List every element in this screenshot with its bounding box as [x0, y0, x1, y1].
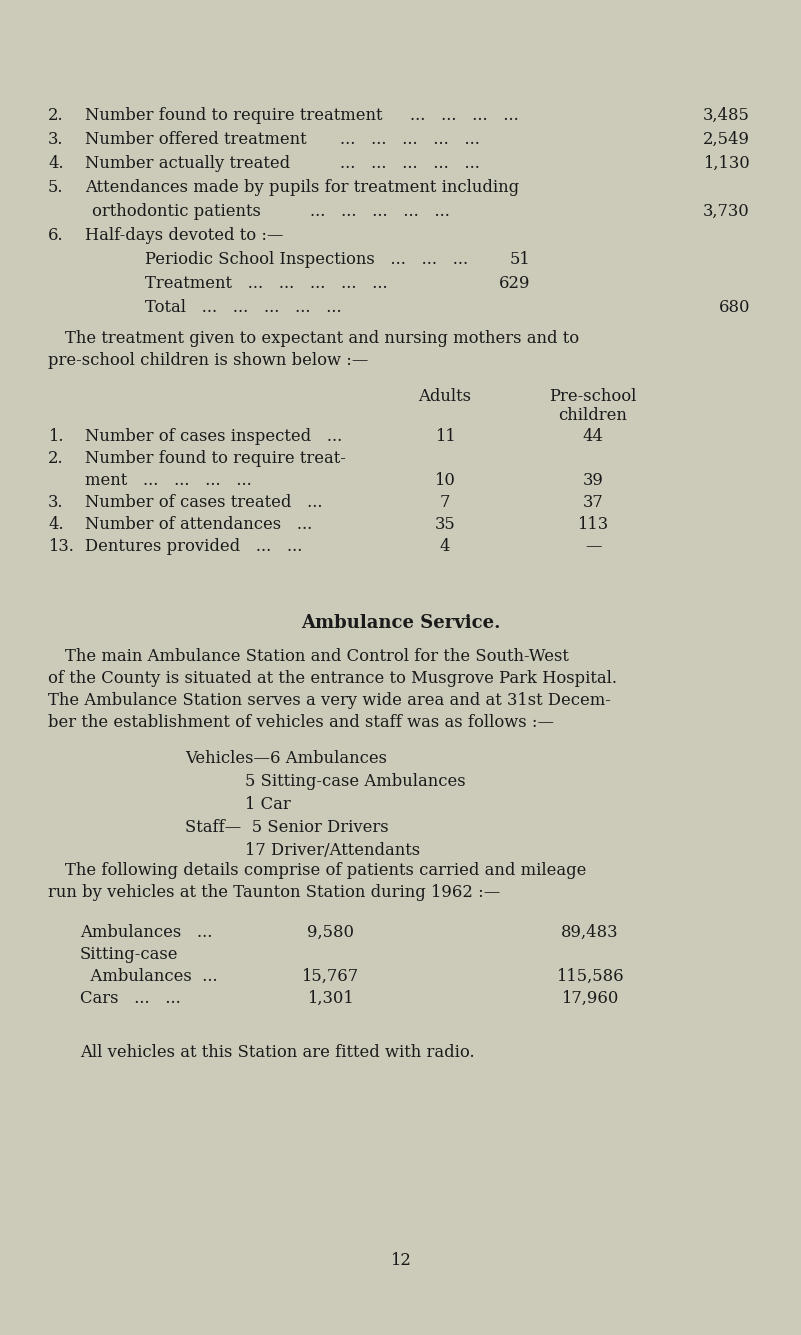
Text: 4.: 4. — [48, 517, 63, 533]
Text: run by vehicles at the Taunton Station during 1962 :—: run by vehicles at the Taunton Station d… — [48, 884, 501, 901]
Text: 11: 11 — [435, 429, 456, 445]
Text: children: children — [558, 407, 627, 425]
Text: Dentures provided   ...   ...: Dentures provided ... ... — [85, 538, 302, 555]
Text: 51: 51 — [509, 251, 530, 268]
Text: 39: 39 — [582, 473, 603, 489]
Text: 3,730: 3,730 — [703, 203, 750, 220]
Text: 680: 680 — [718, 299, 750, 316]
Text: 2.: 2. — [48, 450, 63, 467]
Text: Sitting-case: Sitting-case — [80, 947, 179, 963]
Text: 1 Car: 1 Car — [245, 796, 291, 813]
Text: The main Ambulance Station and Control for the South-West: The main Ambulance Station and Control f… — [65, 647, 569, 665]
Text: Number found to require treat-: Number found to require treat- — [85, 450, 346, 467]
Text: 4.: 4. — [48, 155, 63, 172]
Text: Treatment   ...   ...   ...   ...   ...: Treatment ... ... ... ... ... — [145, 275, 388, 292]
Text: Number of attendances   ...: Number of attendances ... — [85, 517, 312, 533]
Text: Number found to require treatment: Number found to require treatment — [85, 107, 383, 124]
Text: The Ambulance Station serves a very wide area and at 31st Decem-: The Ambulance Station serves a very wide… — [48, 692, 611, 709]
Text: Ambulances  ...: Ambulances ... — [80, 968, 218, 985]
Text: Attendances made by pupils for treatment including: Attendances made by pupils for treatment… — [85, 179, 519, 196]
Text: All vehicles at this Station are fitted with radio.: All vehicles at this Station are fitted … — [80, 1044, 475, 1061]
Text: Staff—  5 Senior Drivers: Staff— 5 Senior Drivers — [185, 818, 388, 836]
Text: 15,767: 15,767 — [301, 968, 359, 985]
Text: 10: 10 — [435, 473, 456, 489]
Text: of the County is situated at the entrance to Musgrove Park Hospital.: of the County is situated at the entranc… — [48, 670, 617, 688]
Text: 5 Sitting-case Ambulances: 5 Sitting-case Ambulances — [245, 773, 465, 790]
Text: Half-days devoted to :—: Half-days devoted to :— — [85, 227, 284, 244]
Text: 3,485: 3,485 — [703, 107, 750, 124]
Text: ...   ...   ...   ...   ...: ... ... ... ... ... — [340, 155, 480, 172]
Text: 9,580: 9,580 — [307, 924, 353, 941]
Text: ...   ...   ...   ...   ...: ... ... ... ... ... — [340, 131, 480, 148]
Text: The treatment given to expectant and nursing mothers and to: The treatment given to expectant and nur… — [65, 330, 579, 347]
Text: 1,130: 1,130 — [703, 155, 750, 172]
Text: Number offered treatment: Number offered treatment — [85, 131, 307, 148]
Text: Number of cases inspected   ...: Number of cases inspected ... — [85, 429, 342, 445]
Text: 5.: 5. — [48, 179, 63, 196]
Text: 12: 12 — [390, 1252, 411, 1270]
Text: 2,549: 2,549 — [703, 131, 750, 148]
Text: Number of cases treated   ...: Number of cases treated ... — [85, 494, 323, 511]
Text: 1.: 1. — [48, 429, 63, 445]
Text: Ambulance Service.: Ambulance Service. — [300, 614, 501, 631]
Text: 1,301: 1,301 — [307, 991, 353, 1007]
Text: 37: 37 — [582, 494, 603, 511]
Text: 113: 113 — [578, 517, 609, 533]
Text: 2.: 2. — [48, 107, 63, 124]
Text: 13.: 13. — [48, 538, 74, 555]
Text: Vehicles—6 Ambulances: Vehicles—6 Ambulances — [185, 750, 387, 768]
Text: 89,483: 89,483 — [562, 924, 618, 941]
Text: Number actually treated: Number actually treated — [85, 155, 290, 172]
Text: ...   ...   ...   ...: ... ... ... ... — [410, 107, 519, 124]
Text: 7: 7 — [440, 494, 450, 511]
Text: ber the establishment of vehicles and staff was as follows :—: ber the establishment of vehicles and st… — [48, 714, 554, 732]
Text: 17,960: 17,960 — [562, 991, 618, 1007]
Text: 4: 4 — [440, 538, 450, 555]
Text: The following details comprise of patients carried and mileage: The following details comprise of patien… — [65, 862, 586, 878]
Text: Ambulances   ...: Ambulances ... — [80, 924, 212, 941]
Text: Pre-school: Pre-school — [549, 388, 637, 405]
Text: ...   ...   ...   ...   ...: ... ... ... ... ... — [310, 203, 450, 220]
Text: 629: 629 — [498, 275, 530, 292]
Text: 6.: 6. — [48, 227, 63, 244]
Text: orthodontic patients: orthodontic patients — [92, 203, 261, 220]
Text: ment   ...   ...   ...   ...: ment ... ... ... ... — [85, 473, 252, 489]
Text: pre-school children is shown below :—: pre-school children is shown below :— — [48, 352, 368, 368]
Text: Cars   ...   ...: Cars ... ... — [80, 991, 181, 1007]
Text: 115,586: 115,586 — [556, 968, 624, 985]
Text: 44: 44 — [582, 429, 603, 445]
Text: 3.: 3. — [48, 131, 63, 148]
Text: Total   ...   ...   ...   ...   ...: Total ... ... ... ... ... — [145, 299, 341, 316]
Text: 35: 35 — [435, 517, 456, 533]
Text: Adults: Adults — [418, 388, 472, 405]
Text: 17 Driver/Attendants: 17 Driver/Attendants — [245, 842, 421, 858]
Text: Periodic School Inspections   ...   ...   ...: Periodic School Inspections ... ... ... — [145, 251, 468, 268]
Text: 3.: 3. — [48, 494, 63, 511]
Text: —: — — [585, 538, 602, 555]
